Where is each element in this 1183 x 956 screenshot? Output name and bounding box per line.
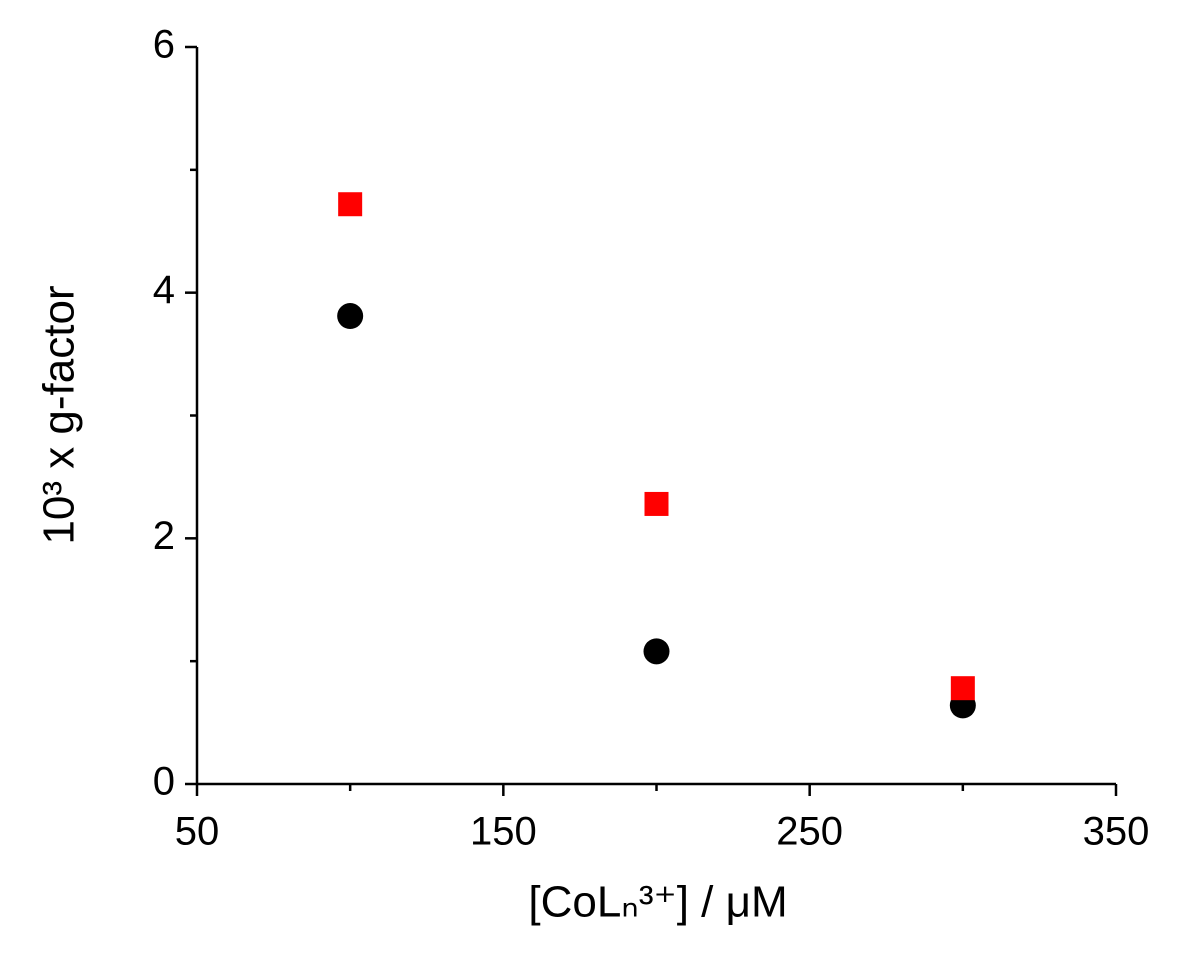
y-tick-label: 0 [153,760,175,804]
x-tick-label: 350 [1083,810,1150,854]
circle-marker [337,303,364,330]
x-tick-label: 50 [175,810,220,854]
square-marker [338,192,363,217]
x-axis-label: [CoLₙ³⁺] / μM [528,878,787,927]
y-tick-label: 4 [153,268,175,312]
square-marker [644,491,669,516]
y-tick-label: 6 [153,23,175,67]
y-tick-label: 2 [153,514,175,558]
x-tick-label: 150 [470,810,537,854]
square-marker [950,676,975,701]
y-axis-label: 10³ x g-factor [35,285,84,544]
circle-marker [643,638,670,665]
x-tick-label: 250 [776,810,843,854]
